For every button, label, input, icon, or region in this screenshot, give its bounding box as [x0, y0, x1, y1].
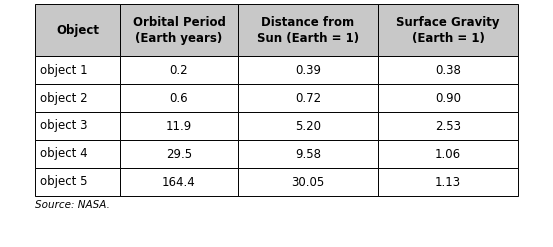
Text: 1.13: 1.13 [435, 176, 461, 188]
Bar [120, 84, 238, 112]
Bar [120, 140, 238, 168]
Text: 5.20: 5.20 [295, 120, 321, 132]
Bar [120, 168, 238, 196]
Text: 9.58: 9.58 [295, 147, 321, 161]
Text: 0.6: 0.6 [170, 91, 189, 104]
Text: object 1: object 1 [40, 63, 87, 77]
Text: 0.90: 0.90 [435, 91, 461, 104]
Text: Source: NASA.: Source: NASA. [35, 200, 110, 210]
Text: Distance from
Sun (Earth = 1): Distance from Sun (Earth = 1) [257, 16, 359, 44]
Bar [35, 112, 120, 140]
Text: 1.06: 1.06 [435, 147, 461, 161]
Bar [35, 140, 120, 168]
Text: 0.38: 0.38 [435, 63, 461, 77]
Bar [238, 112, 378, 140]
Text: 0.39: 0.39 [295, 63, 321, 77]
Bar [120, 56, 238, 84]
Bar [35, 56, 120, 84]
Bar [35, 84, 120, 112]
Text: 0.2: 0.2 [170, 63, 189, 77]
Bar [120, 4, 238, 56]
Bar [378, 112, 518, 140]
Bar [35, 168, 120, 196]
Text: Orbital Period
(Earth years): Orbital Period (Earth years) [133, 16, 226, 44]
Bar [378, 168, 518, 196]
Text: Surface Gravity
(Earth = 1): Surface Gravity (Earth = 1) [397, 16, 500, 44]
Bar [378, 84, 518, 112]
Text: object 2: object 2 [40, 91, 87, 104]
Text: object 3: object 3 [40, 120, 87, 132]
Text: 29.5: 29.5 [166, 147, 192, 161]
Bar [238, 84, 378, 112]
Bar [238, 140, 378, 168]
Bar [378, 140, 518, 168]
Text: 11.9: 11.9 [166, 120, 192, 132]
Bar [238, 168, 378, 196]
Bar [35, 4, 120, 56]
Text: 164.4: 164.4 [162, 176, 196, 188]
Bar [120, 112, 238, 140]
Text: 2.53: 2.53 [435, 120, 461, 132]
Bar [238, 4, 378, 56]
Text: object 4: object 4 [40, 147, 87, 161]
Bar [238, 56, 378, 84]
Text: 30.05: 30.05 [291, 176, 325, 188]
Text: 0.72: 0.72 [295, 91, 321, 104]
Text: Object: Object [56, 23, 99, 37]
Bar [378, 56, 518, 84]
Text: object 5: object 5 [40, 176, 87, 188]
Bar [378, 4, 518, 56]
